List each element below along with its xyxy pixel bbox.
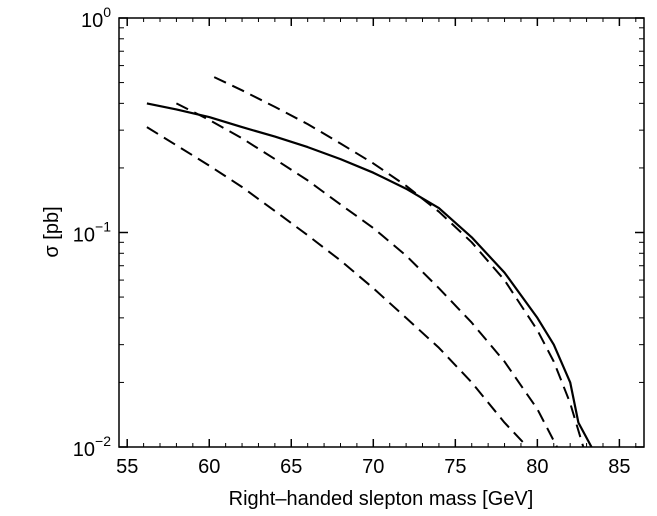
x-tick-label: 60 [198,456,220,478]
x-axis-ticks: 55 60 65 70 75 80 85 [116,18,637,478]
series-line-3 [175,102,558,448]
series-layer [146,76,593,448]
plot-frame [118,17,645,448]
x-tick-label: 75 [444,456,466,478]
series-line-4 [146,126,529,448]
x-tick-label: 55 [116,456,138,478]
y-axis-label: σ [pb] [41,206,63,257]
x-tick-label: 70 [362,456,384,478]
x-tick-label: 65 [280,456,302,478]
x-axis-label: Right–handed slepton mass [GeV] [229,488,534,510]
y-tick-label: 10−2 [73,433,111,461]
y-tick-label: 10−1 [73,219,111,247]
series-line-2 [213,76,585,448]
y-axis-ticks: 100 10−1 10−2 [73,4,644,461]
series-line-1 [146,102,593,448]
x-tick-label: 80 [526,456,548,478]
y-tick-label: 100 [81,4,111,32]
x-tick-label: 85 [608,456,630,478]
